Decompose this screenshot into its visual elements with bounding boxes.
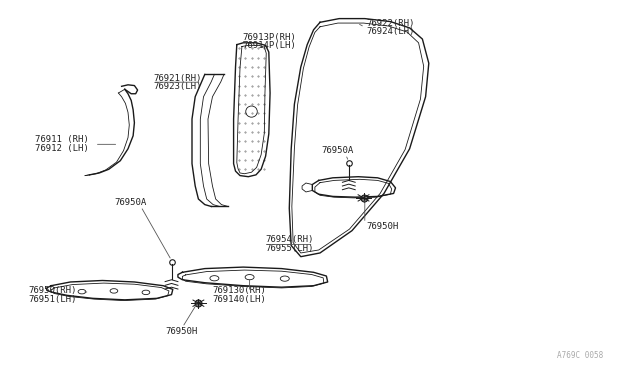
Text: 76913P(RH): 76913P(RH) (242, 33, 296, 42)
Text: 76924(LH): 76924(LH) (366, 27, 415, 36)
Text: 76914P(LH): 76914P(LH) (242, 41, 296, 50)
Text: 76955(LH): 76955(LH) (266, 244, 314, 253)
Text: 76950(RH): 76950(RH) (29, 286, 77, 295)
Text: 76950A: 76950A (114, 198, 146, 207)
Text: 76922(RH): 76922(RH) (366, 19, 415, 28)
Text: 76950H: 76950H (366, 222, 398, 231)
Text: 76921(RH): 76921(RH) (154, 74, 202, 83)
Text: A769C 0058: A769C 0058 (557, 351, 603, 360)
Text: 76951(LH): 76951(LH) (29, 295, 77, 304)
Text: 76950H: 76950H (165, 327, 197, 336)
Text: 76923(LH): 76923(LH) (154, 82, 202, 91)
Text: 769130(RH): 769130(RH) (212, 286, 266, 295)
Text: 76950A: 76950A (321, 146, 353, 155)
Text: 76912 (LH): 76912 (LH) (35, 144, 89, 153)
Text: 76911 (RH): 76911 (RH) (35, 135, 89, 144)
Text: 769140(LH): 769140(LH) (212, 295, 266, 304)
Text: 76954(RH): 76954(RH) (266, 235, 314, 244)
